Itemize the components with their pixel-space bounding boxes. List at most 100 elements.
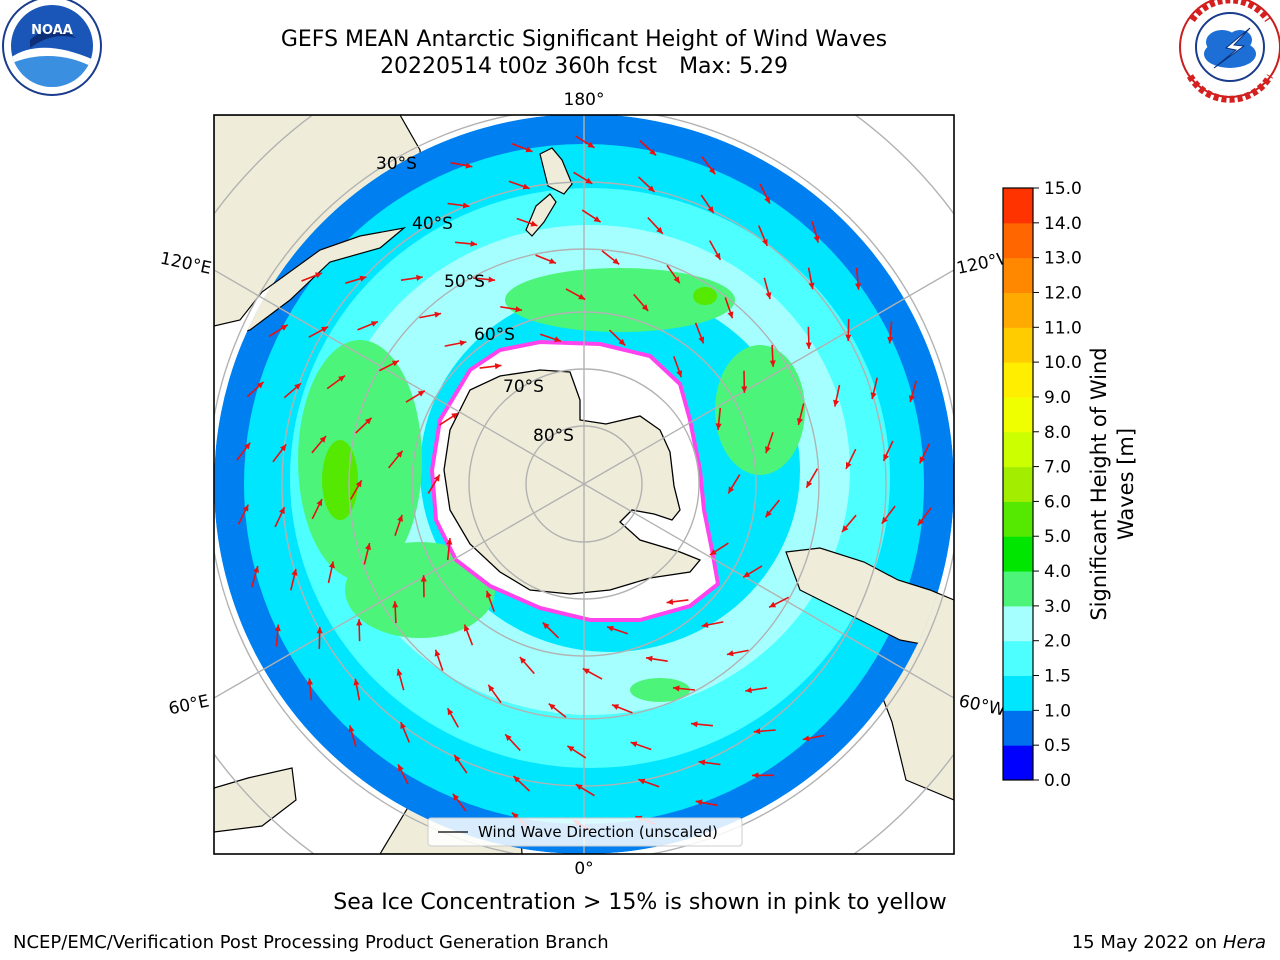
wave-arrow-head xyxy=(701,621,709,628)
wave-arrow-head xyxy=(726,650,734,657)
wave-arrow-head xyxy=(709,549,717,555)
map-frame xyxy=(213,114,955,855)
lat-label-80s: 80°S xyxy=(533,426,574,446)
colorbar-segment xyxy=(1003,536,1033,572)
colorbar-segment xyxy=(1003,362,1033,398)
colorbar-segment xyxy=(1003,292,1033,328)
wave-arrow-head xyxy=(519,657,527,664)
wave-arrow-head xyxy=(353,678,360,686)
wave-arrow-head xyxy=(433,474,440,482)
wave-arrow-head xyxy=(291,568,298,576)
wave-arrow-head xyxy=(321,326,329,333)
wave-arrow-head xyxy=(488,684,495,692)
wave-arrow-head xyxy=(420,575,427,582)
wave-arrow-head xyxy=(919,456,926,464)
run-label: 20220514 t00z 360h fcst xyxy=(380,54,658,79)
wave-arrow-head xyxy=(554,336,561,343)
wave-arrow-head xyxy=(649,148,657,156)
colorbar-segment xyxy=(1003,188,1033,224)
wave-arrow-head xyxy=(365,543,371,550)
wave-arrow-head xyxy=(242,504,249,512)
colorbar-segment xyxy=(1003,501,1033,537)
wave-arrow-head xyxy=(398,764,404,772)
colorbar-frame xyxy=(1002,187,1034,781)
map-legend: Wind Wave Direction (unscaled) xyxy=(427,817,743,847)
wave-arrow-head xyxy=(494,363,502,370)
lat-label-60s: 60°S xyxy=(474,325,515,345)
noaa-logo-icon: NOAA xyxy=(2,0,102,96)
wave-arrow-head xyxy=(641,304,649,311)
lat-label-40s: 40°S xyxy=(412,214,453,234)
footer-credit: NCEP/EMC/Verification Post Processing Pr… xyxy=(13,932,609,953)
colorbar-segment xyxy=(1003,605,1033,642)
footer-date: 15 May 2022 on Hera xyxy=(1072,932,1266,953)
lon-label-180: 180° xyxy=(564,90,605,110)
footer-date-text: 15 May 2022 on xyxy=(1071,932,1218,953)
wave-arrow-head xyxy=(279,507,285,515)
wave-patch xyxy=(345,542,495,638)
map-area: 30°S 40°S 50°S 60°S 70°S 80°S Wind Wave … xyxy=(214,115,954,854)
colorbar-tick-label: 12.0 xyxy=(1044,283,1082,303)
colorbar-segment xyxy=(1003,571,1033,607)
wave-arrow-head xyxy=(727,311,734,319)
wave-arrow-head xyxy=(274,624,281,632)
wave-arrow-head xyxy=(715,423,722,430)
colorbar-tick-label: 1.5 xyxy=(1044,667,1071,687)
lat-label-70s: 70°S xyxy=(503,377,544,397)
colorbar-tick-label: 14.0 xyxy=(1044,214,1082,234)
wave-arrow-head xyxy=(452,793,459,801)
colorbar-segment xyxy=(1003,327,1033,363)
chart-title: GEFS MEAN Antarctic Significant Height o… xyxy=(280,27,888,52)
wave-arrow-head xyxy=(447,708,454,716)
wave-arrow-head xyxy=(365,417,372,425)
wave-arrow-head xyxy=(397,514,403,522)
wave-arrow-head xyxy=(753,728,761,735)
colorbar-segment xyxy=(1003,396,1033,433)
wave-arrow-head xyxy=(870,392,877,400)
wave-arrow-head xyxy=(593,216,601,223)
wave-arrow-head xyxy=(741,386,748,393)
wave-arrow-head xyxy=(805,342,812,349)
wave-arrow-head xyxy=(548,703,556,710)
wave-arrow-head xyxy=(244,442,251,450)
longitude-grid xyxy=(214,115,954,854)
wave-arrow-head xyxy=(802,735,810,742)
wave-arrow-head xyxy=(698,759,706,766)
wave-arrow-head xyxy=(396,450,403,458)
colorbar-segment xyxy=(1003,466,1033,502)
wave-arrow-head xyxy=(887,336,894,344)
colorbar-segment xyxy=(1003,675,1033,711)
lon-label-120e: 120°E xyxy=(158,249,213,279)
wave-arrow-head xyxy=(470,240,477,247)
colorbar-segment xyxy=(1003,431,1033,468)
wave-arrow-head xyxy=(446,538,453,545)
wave-arrow-head xyxy=(587,141,595,148)
wave-arrow-head xyxy=(319,436,326,443)
wave-arrow-head xyxy=(515,306,522,313)
wave-arrow-head xyxy=(656,227,663,234)
wave-arrow-head xyxy=(486,590,492,598)
wave-arrow-head xyxy=(306,678,313,685)
wave-arrow-head xyxy=(316,499,322,507)
wave-arrow-head xyxy=(612,258,620,265)
wave-arrow-head xyxy=(505,734,512,741)
wave-arrow-head xyxy=(582,668,590,675)
wave-arrow-head xyxy=(434,649,441,657)
wave-arrow-head xyxy=(417,390,425,397)
wave-arrow-head xyxy=(607,625,614,632)
colorbar-label-line2: Waves [m] xyxy=(1114,428,1138,540)
wave-arrow-head xyxy=(808,282,815,290)
wave-direction-arrows xyxy=(236,135,932,833)
wave-arrow-head xyxy=(833,399,840,407)
colorbar-tick-label: 4.0 xyxy=(1044,562,1071,582)
wave-arrow-head xyxy=(315,272,322,279)
wave-arrow-head xyxy=(752,772,759,779)
colorbar-tick-label: 1.0 xyxy=(1044,701,1071,721)
colorbar-segment xyxy=(1003,222,1033,259)
wave-arrow-head xyxy=(396,669,403,676)
wave-arrow-head xyxy=(488,276,495,283)
wave-arrow-head xyxy=(612,704,619,710)
wave-patch xyxy=(505,268,735,332)
wave-arrow-head xyxy=(769,601,777,608)
